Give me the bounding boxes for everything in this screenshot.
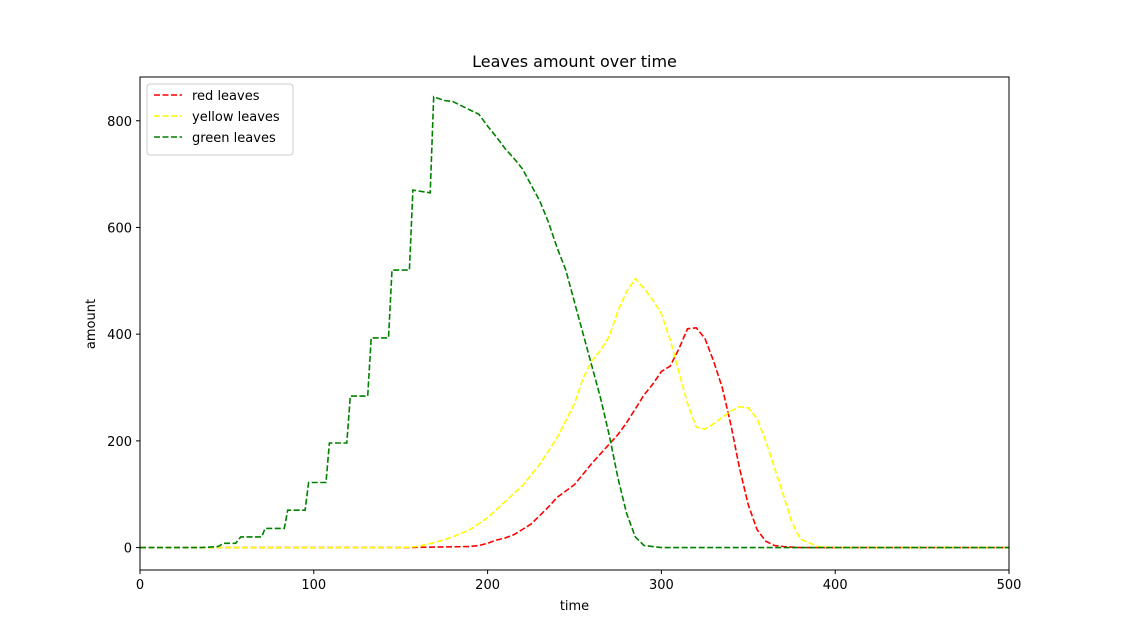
x-tick-label: 500: [997, 578, 1022, 593]
series-line-0: [140, 326, 1009, 549]
x-axis-label: time: [560, 599, 589, 614]
x-tick-label: 0: [136, 578, 144, 593]
series-line-2: [140, 95, 1009, 549]
y-tick-label: 400: [107, 328, 132, 343]
series-line-1: [140, 277, 1009, 549]
chart-title: Leaves amount over time: [472, 52, 677, 71]
x-tick-label: 400: [823, 578, 848, 593]
y-tick-label: 800: [107, 115, 132, 130]
plot-area: [140, 95, 1009, 549]
legend-label-2: green leaves: [192, 131, 276, 146]
plot-frame: [139, 76, 1010, 571]
x-tick-label: 200: [475, 578, 500, 593]
legend-box: [146, 83, 294, 156]
x-tick-label: 300: [649, 578, 674, 593]
legend-label-1: yellow leaves: [192, 110, 280, 125]
legend-label-0: red leaves: [192, 89, 260, 104]
y-tick-label: 600: [107, 221, 132, 236]
x-tick-label: 100: [301, 578, 326, 593]
x-axis: 0 100 200 300 400 500: [136, 570, 1022, 593]
y-tick-label: 0: [124, 542, 132, 557]
y-axis-label: amount: [84, 299, 99, 349]
y-tick-label: 200: [107, 435, 132, 450]
y-axis: 0 200 400 600 800: [107, 115, 140, 557]
legend: red leaves yellow leaves green leaves: [146, 83, 294, 156]
